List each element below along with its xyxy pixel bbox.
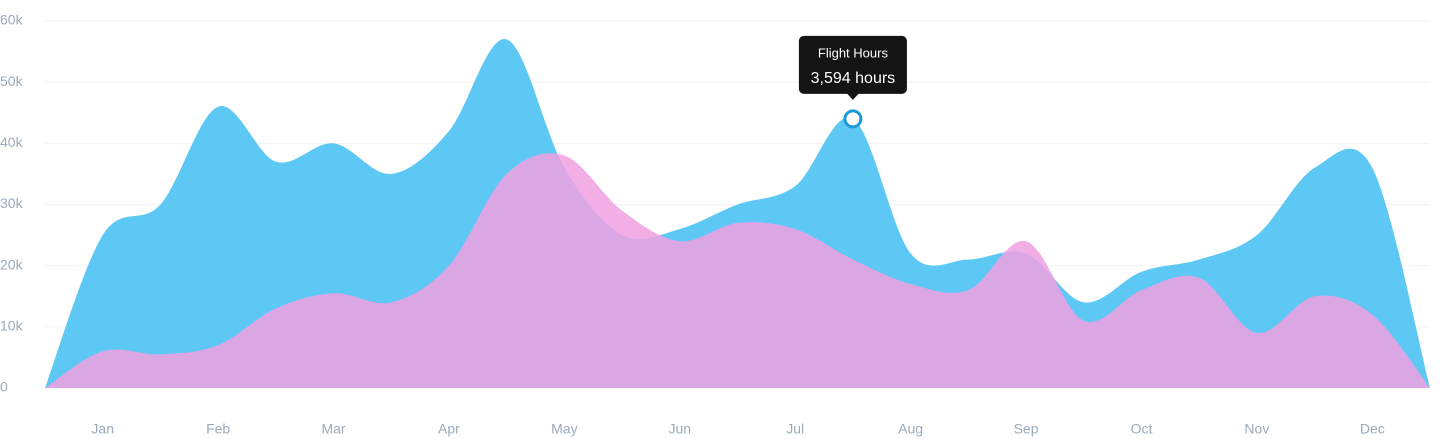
y-tick-label: 10k (0, 318, 24, 334)
x-tick-label: May (551, 421, 577, 437)
tooltip-point (843, 109, 863, 129)
x-tick-label: Nov (1244, 421, 1269, 437)
x-tick-label: Jul (786, 421, 804, 437)
y-tick-label: 50k (0, 73, 24, 89)
y-tick-label: 60k (0, 12, 24, 28)
x-tick-label: Oct (1131, 421, 1153, 437)
x-tick-label: Jun (669, 421, 692, 437)
tooltip-value: 3,594 hours (811, 70, 896, 87)
x-tick-label: Aug (898, 421, 923, 437)
x-tick-label: Dec (1360, 421, 1385, 437)
area (45, 153, 1430, 388)
y-tick-label: 0 (0, 379, 8, 395)
y-tick-label: 40k (0, 134, 24, 150)
x-tick-label: Feb (206, 421, 230, 437)
tooltip-box (798, 35, 907, 94)
y-tick-label: 30k (0, 195, 24, 211)
area (45, 38, 1430, 389)
x-tick-label: Sep (1014, 421, 1039, 437)
y-tick-label: 20k (0, 256, 24, 272)
x-tick-label: Apr (438, 421, 460, 437)
tooltip-title: Flight Hours (818, 45, 889, 60)
x-tick-label: Jan (91, 421, 114, 437)
tooltip-arrow (846, 93, 859, 100)
x-tick-label: Mar (321, 421, 345, 437)
